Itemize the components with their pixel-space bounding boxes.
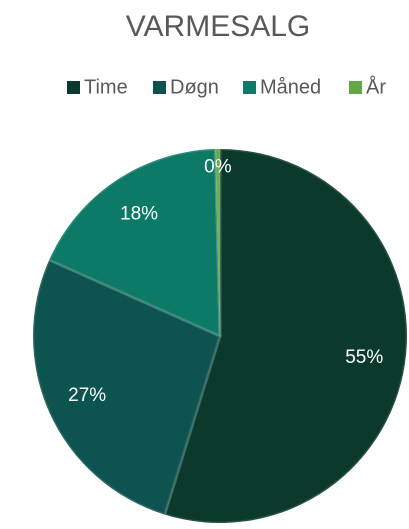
data-label: 27% (68, 385, 106, 406)
legend-swatch (153, 81, 166, 94)
legend-label: Døgn (170, 76, 219, 98)
data-label: 0% (204, 157, 232, 178)
legend-label: Måned (260, 76, 321, 98)
data-label: 18% (120, 204, 158, 225)
pie-slice (31, 257, 222, 517)
legend-swatch (243, 81, 256, 94)
pie-slice (213, 147, 222, 337)
legend-label: År (366, 75, 386, 98)
legend-swatch (349, 81, 362, 94)
pie-slice (162, 147, 409, 525)
chart-title: VARMESALG (126, 10, 311, 43)
legend-label: Time (84, 76, 128, 98)
pie-slice (47, 147, 222, 339)
data-label: 55% (345, 347, 383, 368)
legend-swatch (67, 81, 80, 94)
